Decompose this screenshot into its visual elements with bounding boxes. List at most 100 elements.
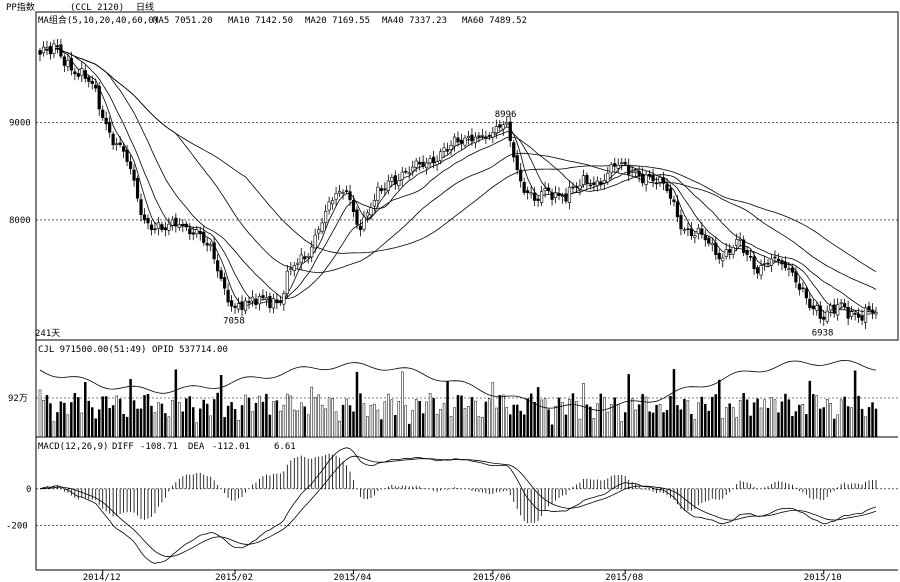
candle-body xyxy=(860,315,864,321)
volume-bar xyxy=(759,407,763,438)
candle-body xyxy=(581,175,585,185)
candle-body xyxy=(571,186,575,189)
volume-bar xyxy=(526,398,529,438)
volume-bar xyxy=(798,404,801,438)
candle-body xyxy=(55,45,60,47)
volume-bar xyxy=(226,405,230,438)
candle-body xyxy=(630,170,634,173)
candle-body xyxy=(261,295,265,299)
ma-value-ma5: MA5 7051.20 xyxy=(153,16,213,26)
candle-body xyxy=(94,84,98,89)
volume-bar xyxy=(477,416,481,438)
candle-body xyxy=(634,170,638,173)
candle-body xyxy=(459,139,464,144)
volume-bar xyxy=(366,416,369,438)
volume-bar xyxy=(819,408,822,438)
volume-bar xyxy=(770,397,773,438)
candle-body xyxy=(863,307,868,323)
volume-bar xyxy=(195,422,198,438)
volume-bar xyxy=(690,413,693,438)
volume-bar xyxy=(561,402,564,438)
candle-body xyxy=(595,180,599,186)
candle-body xyxy=(163,227,168,231)
volume-bar xyxy=(397,400,401,438)
volume-bar xyxy=(557,397,561,438)
candle-body xyxy=(644,174,648,186)
candle-body xyxy=(101,109,105,118)
candle-body xyxy=(602,179,606,184)
volume-bar xyxy=(742,393,745,438)
volume-bar xyxy=(533,402,536,438)
candle-body xyxy=(787,268,791,270)
candle-body xyxy=(710,242,714,246)
volume-bar xyxy=(254,402,258,438)
x-tick-label: 2015/08 xyxy=(605,573,643,582)
volume-bar xyxy=(45,394,49,438)
volume-label: CJL 971500.00(51:49) xyxy=(38,345,146,355)
candle-body xyxy=(177,224,181,228)
volume-bar xyxy=(258,395,261,438)
candle-body xyxy=(376,186,380,201)
volume-bar xyxy=(644,396,648,438)
volume-bar xyxy=(421,413,425,438)
volume-bar xyxy=(529,393,533,438)
volume-bar xyxy=(634,409,637,438)
volume-bar xyxy=(181,411,185,438)
volume-bar xyxy=(439,409,442,438)
candle-body xyxy=(449,144,453,150)
candle-body xyxy=(801,287,805,290)
candle-body xyxy=(874,312,878,315)
volume-bar xyxy=(115,395,118,438)
volume-bar xyxy=(143,395,146,438)
candle-body xyxy=(285,270,289,295)
candle-body xyxy=(825,310,829,322)
volume-bar xyxy=(167,416,171,438)
candle-body xyxy=(418,161,422,165)
volume-bar xyxy=(87,400,91,438)
candle-body xyxy=(108,121,112,133)
candle-body xyxy=(484,136,488,139)
volume-bar xyxy=(383,401,387,438)
candle-body xyxy=(104,117,108,125)
ma-label: MA组合(5,10,20,40,60,0) xyxy=(38,14,159,26)
volume-bar xyxy=(435,414,439,438)
volume-bar xyxy=(362,403,366,438)
volume-bar xyxy=(428,393,432,438)
candle-body xyxy=(355,209,359,225)
candle-body xyxy=(773,256,777,259)
volume-bar xyxy=(683,399,686,438)
volume-bar xyxy=(707,410,711,438)
candle-body xyxy=(149,224,154,231)
volume-bar xyxy=(153,412,157,438)
candle-body xyxy=(264,297,269,300)
volume-bar xyxy=(247,397,251,438)
volume-bar xyxy=(310,386,313,438)
candle-body xyxy=(188,228,192,235)
volume-bar xyxy=(672,369,676,438)
candle-body xyxy=(661,177,666,184)
candle-body xyxy=(369,207,373,216)
volume-bar xyxy=(536,387,540,438)
candle-body xyxy=(397,180,401,187)
volume-bar xyxy=(599,393,603,438)
volume-bar xyxy=(341,404,345,438)
candle-body xyxy=(292,265,296,271)
candle-body xyxy=(170,219,174,226)
candle-body xyxy=(209,244,213,247)
candle-body xyxy=(223,277,227,289)
volume-bar xyxy=(118,398,122,438)
candle-body xyxy=(38,50,42,55)
candle-body xyxy=(515,155,519,170)
volume-bar xyxy=(432,398,435,438)
x-tick-label: 2014/12 xyxy=(83,573,121,582)
volume-bar xyxy=(174,369,178,438)
candlesticks xyxy=(38,38,878,329)
candle-body xyxy=(115,143,119,146)
candle-body xyxy=(181,224,185,227)
price-annotation: 7058 xyxy=(223,317,245,327)
candle-body xyxy=(254,298,258,305)
candle-body xyxy=(442,147,446,152)
volume-bar xyxy=(209,415,212,438)
candle-body xyxy=(365,212,370,217)
volume-bar xyxy=(136,408,139,438)
